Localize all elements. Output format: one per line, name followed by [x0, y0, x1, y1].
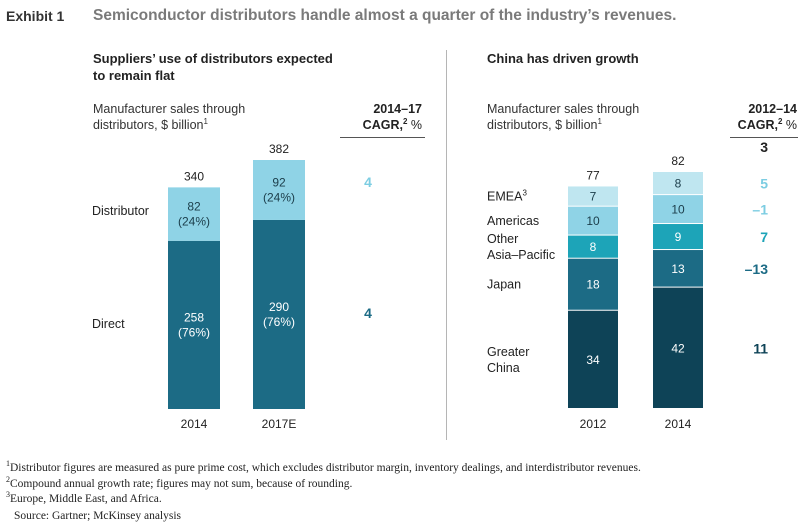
bar-direct-2014	[168, 240, 220, 409]
cagr-value-other-asia-pacific: 7	[760, 229, 768, 245]
left-axis-label-line2: distributors, $ billion1	[93, 117, 245, 133]
footnote-3-sup: 3	[6, 490, 10, 500]
footnote-2-sup: 2	[6, 475, 10, 485]
bar-other-asia-pacific-2014	[653, 224, 703, 250]
right-axis-label: Manufacturer sales through distributors,…	[487, 101, 639, 133]
right-axis-label-line2: distributors, $ billion1	[487, 117, 639, 133]
right-cagr-label-line: CAGR,2 %	[713, 117, 797, 133]
left-cagr-sup: 2	[402, 116, 408, 126]
bar-other-asia-pacific-2012	[568, 235, 618, 258]
cagr-value-emea: 5	[760, 176, 768, 192]
series-label-distributor: Distributor	[92, 204, 149, 218]
total-label-2014: 82	[671, 154, 685, 168]
bar-label-direct-2014: 258 (76%)	[178, 310, 210, 339]
bar-label-other-asia-pacific-2012: 8	[590, 240, 597, 254]
right-cagr-header: 2012–14 CAGR,2 %	[713, 101, 797, 133]
bar-direct-2017e	[253, 219, 305, 409]
x-tick-2017e: 2017E	[262, 417, 297, 431]
bar-label-emea-2012: 7	[590, 190, 597, 204]
footnote-1-text: Distributor figures are measured as pure…	[10, 462, 641, 474]
right-cagr-rule	[730, 137, 798, 138]
bar-distributor-2014	[168, 187, 220, 241]
right-cagr-unit: %	[782, 118, 797, 132]
cagr-value-greater-china: 11	[753, 340, 768, 356]
footnote-3: 3Europe, Middle East, and Africa.	[6, 490, 162, 505]
right-cagr-sup: 2	[777, 116, 783, 126]
left-cagr-label-line: CAGR,2 %	[342, 117, 422, 133]
series-label-other-asia-pacific: Other Asia–Pacific	[487, 232, 555, 262]
cagr-value-americas: –1	[752, 202, 768, 218]
total-label-2012: 77	[586, 168, 600, 182]
left-cagr-label: CAGR,	[362, 118, 403, 132]
cagr-value-japan: –13	[745, 261, 769, 277]
bar-label-greater-china-2014: 42	[671, 341, 685, 355]
bar-label-greater-china-2012: 34	[586, 353, 600, 367]
chart-headline: Semiconductor distributors handle almost…	[93, 7, 677, 24]
cagr-value-total: 3	[760, 139, 768, 155]
left-cagr-unit: %	[407, 118, 422, 132]
bar-label-distributor-2017e: 92 (24%)	[263, 175, 295, 204]
left-axis-label-line1: Manufacturer sales through	[93, 102, 246, 116]
cagr-value-direct: 4	[364, 305, 372, 321]
bar-americas-2012	[568, 206, 618, 235]
right-axis-label-line1: Manufacturer sales through	[487, 102, 640, 116]
left-panel-title: Suppliers’ use of distributors expected …	[93, 50, 333, 84]
right-axis-label-text: distributors, $ billion	[487, 118, 598, 132]
bar-greater-china-2012	[568, 310, 618, 408]
source-note: Source: Gartner; McKinsey analysis	[14, 510, 182, 522]
bar-label-distributor-2014: 82 (24%)	[178, 200, 210, 229]
footnote-3-text: Europe, Middle East, and Africa.	[10, 493, 162, 505]
right-cagr-label: CAGR,	[737, 118, 778, 132]
right-axis-label-sup: 1	[597, 116, 602, 126]
series-label-direct: Direct	[92, 317, 125, 331]
bar-label-americas-2012: 10	[586, 214, 600, 228]
footnote-2-text: Compound annual growth rate; figures may…	[10, 478, 353, 490]
right-cagr-period: 2012–14	[748, 102, 797, 116]
bar-label-emea-2014: 8	[675, 177, 682, 191]
bar-japan-2014	[653, 250, 703, 287]
total-label-2014: 340	[184, 169, 204, 183]
footnote-1-sup: 1	[6, 459, 10, 469]
x-tick-2014: 2014	[181, 417, 208, 431]
total-label-2017e: 382	[269, 142, 289, 156]
bar-americas-2014	[653, 195, 703, 224]
right-panel-title: China has driven growth	[487, 51, 639, 66]
left-cagr-period: 2014–17	[373, 102, 422, 116]
left-cagr-rule	[340, 137, 425, 138]
series-label-greater-china: Greater China	[487, 345, 529, 375]
x-tick-2012: 2012	[580, 417, 607, 431]
left-axis-label-text: distributors, $ billion	[93, 118, 204, 132]
bar-label-other-asia-pacific-2014: 9	[675, 230, 682, 244]
bar-label-japan-2012: 18	[586, 278, 600, 292]
exhibit-label: Exhibit 1	[6, 8, 65, 24]
footnote-1: 1Distributor figures are measured as pur…	[6, 459, 641, 474]
bar-label-japan-2014: 13	[671, 262, 685, 276]
left-axis-label: Manufacturer sales through distributors,…	[93, 101, 245, 133]
bar-japan-2012	[568, 258, 618, 310]
series-label-japan: Japan	[487, 278, 521, 292]
panel-divider	[446, 50, 447, 440]
series-label-emea: EMEA3	[487, 189, 527, 204]
left-title-line1: Suppliers’ use of distributors expected	[93, 51, 333, 66]
bar-distributor-2017e	[253, 160, 305, 220]
left-cagr-header: 2014–17 CAGR,2 %	[342, 101, 422, 133]
bar-label-americas-2014: 10	[671, 203, 685, 217]
bar-greater-china-2014	[653, 287, 703, 408]
left-title-line2: to remain flat	[93, 68, 175, 83]
series-label-americas: Americas	[487, 214, 539, 228]
bar-emea-2014	[653, 172, 703, 195]
cagr-value-distributor: 4	[364, 174, 372, 190]
left-axis-label-sup: 1	[203, 116, 208, 126]
bar-emea-2012	[568, 186, 618, 206]
bar-label-direct-2017e: 290 (76%)	[263, 300, 295, 329]
x-tick-2014: 2014	[665, 417, 692, 431]
footnote-2: 2Compound annual growth rate; figures ma…	[6, 475, 353, 490]
